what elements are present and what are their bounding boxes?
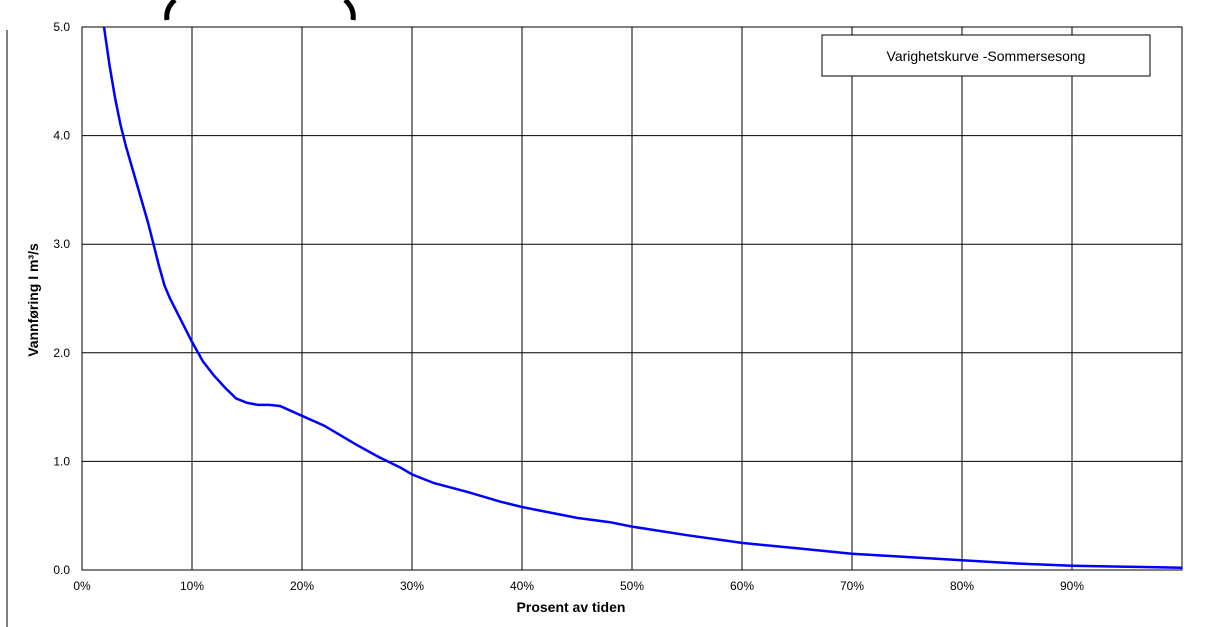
x-tick-label: 60% (730, 579, 754, 593)
x-axis-tick-labels: 0% 10% 20% 30% 40% 50% 60% 70% 80% 90% (73, 579, 1084, 593)
y-tick-label: 5.0 (53, 20, 70, 34)
y-axis-tick-labels: 0.0 1.0 2.0 3.0 4.0 5.0 (53, 20, 70, 577)
x-tick-label: 10% (180, 579, 204, 593)
x-tick-label: 50% (620, 579, 644, 593)
x-tick-label: 70% (840, 579, 864, 593)
y-axis-title: Vannføring I m³/s (25, 243, 41, 357)
x-tick-label: 0% (73, 579, 91, 593)
y-tick-label: 1.0 (53, 454, 70, 468)
x-tick-label: 30% (400, 579, 424, 593)
cropped-heading-fragment (164, 0, 356, 21)
series-line-varighetskurve (102, 26, 1183, 570)
y-tick-label: 4.0 (53, 129, 70, 143)
legend-entry-label: Varighetskurve -Sommersesong (887, 48, 1086, 64)
x-tick-label: 80% (950, 579, 974, 593)
x-tick-label: 40% (510, 579, 534, 593)
legend-box (821, 34, 1151, 77)
x-tick-label: 90% (1060, 579, 1084, 593)
vertical-gridlines (191, 27, 1073, 570)
x-axis-title: Prosent av tiden (517, 599, 626, 615)
x-tick-label: 20% (290, 579, 314, 593)
y-tick-label: 3.0 (53, 237, 70, 251)
y-tick-label: 0.0 (53, 563, 70, 577)
legend: Varighetskurve -Sommersesong (821, 34, 1151, 77)
plot-area: 0% 10% 20% 30% 40% 50% 60% 70% 80% 90% 0.0 1.0 2.0 3… (53, 20, 1183, 593)
horizontal-gridlines (82, 135, 1182, 462)
y-tick-label: 2.0 (53, 346, 70, 360)
